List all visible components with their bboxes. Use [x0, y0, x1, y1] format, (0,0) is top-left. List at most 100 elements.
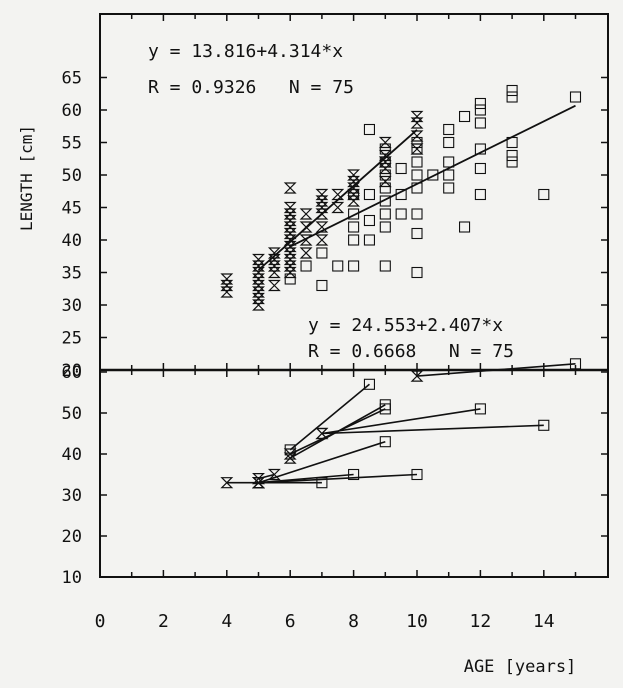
square-point	[458, 110, 471, 123]
square-point	[284, 273, 296, 285]
x-tick-label: 2	[158, 611, 169, 632]
y-tick-label-top: 50	[62, 166, 82, 186]
square-point	[379, 208, 391, 220]
bottom-growth-segments	[220, 358, 582, 489]
segment-hourglass-marker	[252, 477, 265, 489]
hourglass-point	[299, 208, 313, 220]
square-point	[395, 162, 407, 175]
x-tick-label: 4	[221, 611, 232, 632]
y-tick-label-top: 30	[62, 296, 82, 316]
hourglass-point	[378, 175, 392, 188]
hourglass-point	[252, 253, 265, 266]
hourglass-point	[299, 221, 313, 233]
growth-segment	[258, 473, 418, 484]
fit-line-shallow	[289, 104, 576, 248]
y-tick-label-bottom: 10	[62, 568, 82, 588]
square-point	[363, 188, 376, 201]
square-point	[395, 188, 407, 201]
square-point	[411, 227, 423, 240]
square-point	[443, 182, 455, 194]
square-point	[506, 91, 518, 103]
square-point	[411, 208, 423, 220]
annotation-r-upper: R = 0.9326 N = 75	[148, 77, 354, 98]
square-point	[348, 188, 360, 201]
segment-square-marker	[379, 403, 391, 415]
y-tick-label-bottom: 50	[62, 404, 82, 424]
x-tick-label: 10	[406, 611, 428, 632]
square-point	[379, 195, 391, 207]
hourglass-point	[315, 234, 329, 246]
square-point	[506, 149, 518, 162]
square-point	[379, 169, 391, 181]
hourglass-point	[299, 234, 313, 246]
square-point	[458, 221, 471, 233]
hourglass-point	[378, 136, 392, 149]
y-axis-label: LENGTH [cm]	[17, 125, 36, 231]
y-tick-label-top: 65	[62, 69, 82, 89]
square-point	[379, 182, 391, 194]
hourglass-point	[347, 169, 361, 181]
square-point	[474, 97, 486, 110]
segment-square-marker	[474, 403, 486, 415]
growth-segment	[321, 408, 481, 435]
y-tick-label-top: 25	[62, 329, 82, 349]
square-point	[569, 91, 582, 103]
growth-segment	[416, 363, 576, 377]
square-point	[474, 188, 486, 201]
square-point	[443, 169, 455, 181]
x-tick-label: 8	[348, 611, 359, 632]
square-point	[411, 136, 423, 149]
square-point	[348, 221, 360, 233]
square-point	[506, 156, 518, 168]
square-point	[379, 260, 391, 272]
square-point	[443, 156, 455, 168]
square-point	[300, 260, 312, 272]
square-point	[474, 162, 486, 175]
annotation-eq-lower: y = 24.553+2.407*x	[308, 315, 503, 336]
hourglass-point	[267, 279, 281, 292]
square-point	[379, 143, 391, 155]
square-point	[506, 136, 518, 149]
square-point	[443, 136, 455, 149]
x-axis-label: AGE [years]	[464, 657, 577, 677]
growth-segment	[289, 383, 370, 451]
hourglass-point	[410, 143, 424, 155]
y-tick-label-top: 45	[62, 199, 82, 219]
x-tick-label: 12	[470, 611, 492, 632]
square-point	[363, 123, 376, 136]
y-tick-label-top: 40	[62, 231, 82, 251]
growth-segment	[258, 440, 386, 484]
square-point	[411, 182, 423, 194]
axis-ticks: 20 25 30 35 40 45 50 55 60 65 10 20 30 40 50 60 0 2 4 6 8 10 1…	[62, 14, 608, 632]
square-point	[411, 266, 423, 279]
segment-hourglass-marker	[315, 427, 329, 440]
growth-segment	[321, 424, 544, 435]
square-point	[474, 143, 486, 155]
plot-border	[99, 13, 609, 578]
hourglass-point	[410, 110, 424, 123]
hourglass-point	[315, 188, 329, 201]
square-point	[379, 221, 391, 233]
square-point	[348, 260, 360, 272]
y-tick-label-bottom: 40	[62, 445, 82, 465]
square-point	[395, 208, 407, 220]
square-point	[427, 169, 439, 181]
segment-square-marker	[284, 444, 296, 456]
y-tick-label-top: 35	[62, 264, 82, 284]
segment-hourglass-marker	[410, 370, 424, 382]
square-point	[316, 247, 328, 259]
segment-square-marker	[348, 468, 360, 481]
square-point	[348, 208, 360, 220]
x-tick-label: 0	[95, 611, 106, 632]
annotation-eq-upper: y = 13.816+4.314*x	[148, 41, 343, 62]
y-tick-label-bottom: 20	[62, 527, 82, 547]
square-point	[538, 188, 550, 201]
square-point	[443, 123, 455, 136]
square-point	[411, 156, 423, 168]
hourglass-point	[267, 247, 281, 259]
square-point	[411, 169, 423, 181]
segment-square-marker	[379, 436, 391, 448]
hourglass-point	[331, 201, 345, 214]
y-tick-label-top: 60	[62, 101, 82, 121]
y-tick-label-top: 55	[62, 134, 82, 154]
